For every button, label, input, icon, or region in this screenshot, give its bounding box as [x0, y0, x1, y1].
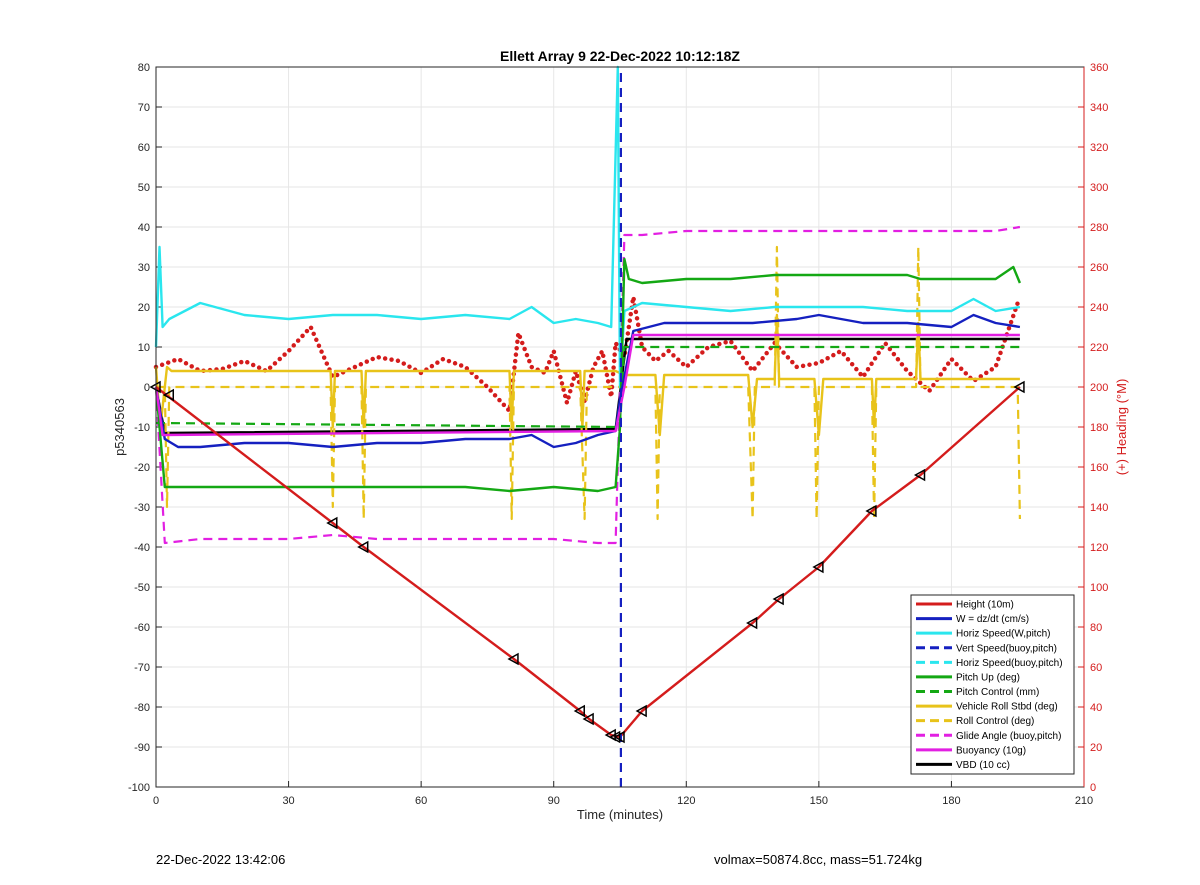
- legend: Height (10m) W = dz/dt (cm/s) Horiz Speed(…: [910, 594, 1075, 775]
- left-tick-label: -30: [134, 502, 150, 514]
- bottom-tick-label: 60: [415, 795, 427, 807]
- dive-marker: [746, 616, 758, 630]
- left-tick-label: -50: [134, 582, 150, 594]
- right-tick-label: 320: [1090, 142, 1108, 154]
- right-tick-label: 360: [1090, 62, 1108, 74]
- bottom-tick-label: 0: [153, 795, 159, 807]
- legend-box: [910, 594, 1075, 775]
- right-tick-label: 160: [1090, 462, 1108, 474]
- right-tick-label: 0: [1090, 782, 1096, 794]
- dive-marker: [613, 730, 625, 744]
- left-tick-label: 20: [138, 302, 150, 314]
- left-tick-label: 50: [138, 182, 150, 194]
- legend-label: Horiz Speed(W,pitch): [956, 629, 1050, 640]
- legend-label: VBD (10 cc): [956, 760, 1010, 771]
- series-layer: [153, 65, 1022, 787]
- x-axis-label: Time (minutes): [577, 807, 663, 822]
- chart-title: Ellett Array 9 22-Dec-2022 10:12:18Z: [500, 48, 740, 64]
- series-line: [154, 257, 1022, 493]
- left-tick-label: 10: [138, 342, 150, 354]
- series-line: [154, 65, 1021, 389]
- series-line: [154, 225, 1021, 545]
- right-axis-ticks: 0 20 40 60 80 100 120 140 160 180 200 220 240 260 280 3…: [1078, 62, 1108, 794]
- right-tick-label: 340: [1090, 102, 1108, 114]
- dive-marker: [582, 712, 594, 726]
- dive-marker: [609, 730, 621, 744]
- left-tick-label: -20: [134, 462, 150, 474]
- dive-markers: [149, 380, 1025, 744]
- series-line: [154, 313, 1021, 449]
- footer-timestamp: 22-Dec-2022 13:42:06: [156, 852, 286, 867]
- right-tick-label: 20: [1090, 742, 1102, 754]
- dive-marker: [357, 540, 369, 554]
- bottom-tick-label: 150: [810, 795, 828, 807]
- dive-marker: [635, 704, 647, 718]
- left-tick-label: -80: [134, 702, 150, 714]
- legend-label: Buoyancy (10g): [956, 745, 1026, 756]
- right-tick-label: 240: [1090, 302, 1108, 314]
- right-tick-label: 200: [1090, 382, 1108, 394]
- legend-label: Vehicle Roll Stbd (deg): [956, 702, 1058, 713]
- legend-label: Pitch Up (deg): [956, 672, 1020, 683]
- right-tick-label: 180: [1090, 422, 1108, 434]
- legend-label: Horiz Speed(buoy,pitch): [956, 658, 1063, 669]
- legend-label: W = dz/dt (cm/s): [956, 614, 1029, 625]
- bottom-tick-label: 30: [282, 795, 294, 807]
- left-tick-label: -90: [134, 742, 150, 754]
- left-axis-ticks: -100-90-80-70-60-50-40-30-20-10010203040…: [128, 62, 162, 794]
- left-tick-label: 30: [138, 262, 150, 274]
- left-tick-label: 40: [138, 222, 150, 234]
- series-line: [156, 245, 1021, 521]
- right-tick-label: 120: [1090, 542, 1108, 554]
- dive-marker: [573, 704, 585, 718]
- dive-marker: [326, 516, 338, 530]
- dive-marker: [1013, 380, 1025, 394]
- left-tick-label: -100: [128, 782, 150, 794]
- footer-vehicle-info: volmax=50874.8cc, mass=51.724kg: [714, 852, 923, 867]
- dive-marker: [162, 388, 175, 402]
- left-tick-label: -60: [134, 622, 150, 634]
- dive-marker: [812, 560, 824, 574]
- legend-label: Glide Angle (buoy,pitch): [956, 731, 1061, 742]
- bottom-tick-label: 120: [677, 795, 695, 807]
- right-tick-label: 60: [1090, 662, 1102, 674]
- dive-marker: [913, 468, 926, 482]
- right-tick-label: 260: [1090, 262, 1108, 274]
- dive-marker: [507, 652, 519, 666]
- left-tick-label: 70: [138, 102, 150, 114]
- right-tick-label: 140: [1090, 502, 1108, 514]
- bottom-tick-label: 210: [1075, 795, 1093, 807]
- right-tick-label: 280: [1090, 222, 1108, 234]
- left-tick-label: -40: [134, 542, 150, 554]
- left-tick-label: -10: [134, 422, 150, 434]
- right-tick-label: 100: [1090, 582, 1108, 594]
- legend-label: Vert Speed(buoy,pitch): [956, 643, 1057, 654]
- series-line: [154, 313, 1020, 437]
- left-tick-label: -70: [134, 662, 150, 674]
- dive-marker: [772, 592, 784, 606]
- series-line: [153, 294, 1020, 414]
- bottom-axis-ticks: 0 30 60 90 120 150 180 210: [153, 781, 1093, 807]
- y-axis-label: p5340563: [112, 398, 127, 456]
- series-line: [155, 345, 1020, 429]
- right-tick-label: 40: [1090, 702, 1102, 714]
- bottom-tick-label: 180: [942, 795, 960, 807]
- dive-marker: [865, 504, 877, 518]
- bottom-tick-label: 90: [548, 795, 560, 807]
- right-tick-label: 300: [1090, 182, 1108, 194]
- legend-label: Pitch Control (mm): [956, 687, 1039, 698]
- left-tick-label: 80: [138, 62, 150, 74]
- left-tick-label: 0: [144, 382, 150, 394]
- right-tick-label: 80: [1090, 622, 1102, 634]
- right-tick-label: 220: [1090, 342, 1108, 354]
- right-axis-label: (+) Heading (°M): [1114, 379, 1129, 476]
- legend-label: Height (10m): [956, 600, 1014, 611]
- legend-label: Roll Control (deg): [956, 716, 1034, 727]
- left-tick-label: 60: [138, 142, 150, 154]
